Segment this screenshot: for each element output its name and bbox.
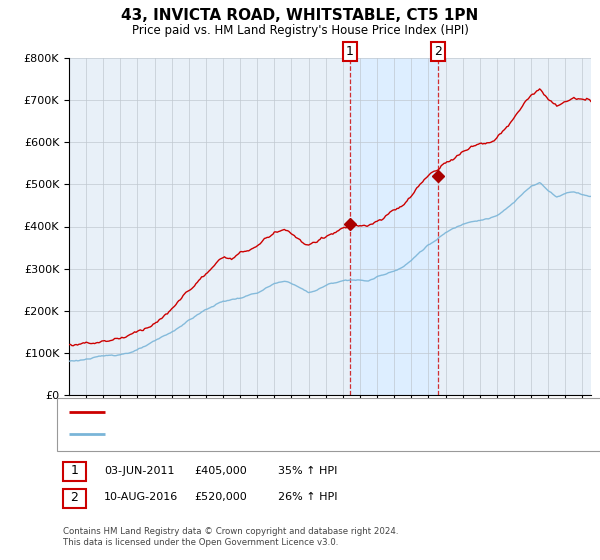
Text: £520,000: £520,000 [194, 492, 247, 502]
Text: 2: 2 [434, 45, 442, 58]
Bar [350, 58, 439, 395]
Text: 35% ↑ HPI: 35% ↑ HPI [278, 465, 337, 475]
Text: 2: 2 [70, 491, 79, 504]
Text: 1: 1 [70, 464, 79, 477]
Text: 26% ↑ HPI: 26% ↑ HPI [278, 492, 337, 502]
Text: Price paid vs. HM Land Registry's House Price Index (HPI): Price paid vs. HM Land Registry's House … [131, 24, 469, 36]
Text: £405,000: £405,000 [194, 465, 247, 475]
Text: 43, INVICTA ROAD, WHITSTABLE, CT5 1PN: 43, INVICTA ROAD, WHITSTABLE, CT5 1PN [121, 8, 479, 24]
Text: 03-JUN-2011: 03-JUN-2011 [104, 465, 175, 475]
Text: HPI: Average price, detached house, Canterbury: HPI: Average price, detached house, Cant… [111, 429, 363, 439]
Text: 43, INVICTA ROAD, WHITSTABLE, CT5 1PN (detached house): 43, INVICTA ROAD, WHITSTABLE, CT5 1PN (d… [111, 407, 424, 417]
Text: Contains HM Land Registry data © Crown copyright and database right 2024.
This d: Contains HM Land Registry data © Crown c… [63, 527, 398, 547]
Text: 10-AUG-2016: 10-AUG-2016 [104, 492, 178, 502]
Text: 1: 1 [346, 45, 354, 58]
